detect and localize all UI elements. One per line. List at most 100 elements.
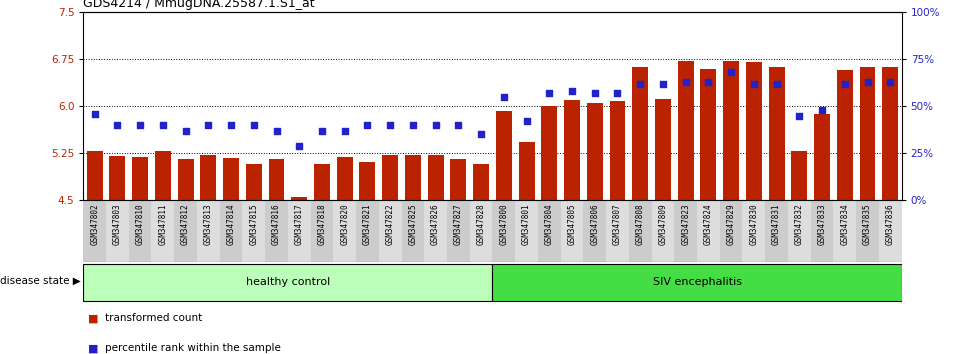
Bar bbox=[792, 151, 808, 200]
Text: percentile rank within the sample: percentile rank within the sample bbox=[105, 343, 280, 353]
Bar bbox=[288, 200, 311, 262]
Bar bbox=[788, 200, 810, 262]
Bar bbox=[314, 164, 330, 200]
Bar bbox=[269, 159, 284, 200]
Bar bbox=[655, 99, 671, 200]
Text: GSM347833: GSM347833 bbox=[817, 203, 826, 245]
Bar bbox=[701, 69, 716, 200]
Bar bbox=[469, 200, 493, 262]
Bar bbox=[197, 200, 220, 262]
Bar bbox=[451, 159, 466, 200]
Bar bbox=[743, 200, 765, 262]
Bar bbox=[106, 200, 128, 262]
Bar bbox=[86, 151, 103, 200]
Bar bbox=[242, 200, 266, 262]
Point bbox=[405, 122, 420, 128]
Point bbox=[87, 111, 103, 116]
Bar bbox=[515, 200, 538, 262]
Text: GSM347820: GSM347820 bbox=[340, 203, 349, 245]
Point bbox=[201, 122, 217, 128]
Bar bbox=[768, 67, 785, 200]
Point bbox=[632, 81, 648, 86]
Point bbox=[678, 79, 694, 85]
Text: GSM347800: GSM347800 bbox=[500, 203, 509, 245]
Text: GSM347821: GSM347821 bbox=[363, 203, 372, 245]
Bar bbox=[128, 200, 152, 262]
Bar bbox=[424, 200, 447, 262]
Text: GSM347822: GSM347822 bbox=[386, 203, 395, 245]
Point bbox=[701, 79, 716, 85]
Point bbox=[655, 81, 670, 86]
Bar bbox=[311, 200, 333, 262]
Bar bbox=[814, 114, 830, 200]
Point bbox=[315, 128, 330, 133]
Text: GSM347830: GSM347830 bbox=[750, 203, 759, 245]
Bar bbox=[837, 70, 853, 200]
Bar bbox=[379, 200, 402, 262]
Text: GSM347813: GSM347813 bbox=[204, 203, 213, 245]
Bar bbox=[492, 200, 515, 262]
Text: GSM347810: GSM347810 bbox=[135, 203, 145, 245]
Point bbox=[814, 107, 830, 113]
Bar bbox=[382, 155, 398, 200]
Bar bbox=[496, 111, 512, 200]
Point bbox=[564, 88, 580, 94]
Point bbox=[428, 122, 444, 128]
Text: GSM347831: GSM347831 bbox=[772, 203, 781, 245]
Bar bbox=[674, 200, 697, 262]
Text: GSM347835: GSM347835 bbox=[863, 203, 872, 245]
Bar bbox=[587, 103, 603, 200]
Bar bbox=[564, 100, 580, 200]
Bar bbox=[356, 200, 379, 262]
Point bbox=[382, 122, 398, 128]
Point bbox=[610, 90, 625, 96]
Text: SIV encephalitis: SIV encephalitis bbox=[653, 277, 742, 287]
Point bbox=[837, 81, 853, 86]
Bar bbox=[333, 200, 356, 262]
Bar bbox=[833, 200, 857, 262]
Point bbox=[451, 122, 466, 128]
Text: GSM347802: GSM347802 bbox=[90, 203, 99, 245]
Bar bbox=[810, 200, 833, 262]
Point bbox=[269, 128, 284, 133]
Point bbox=[882, 79, 898, 85]
Point bbox=[496, 94, 512, 99]
Text: GSM347805: GSM347805 bbox=[567, 203, 576, 245]
Text: GSM347832: GSM347832 bbox=[795, 203, 804, 245]
Point bbox=[746, 81, 761, 86]
Text: GSM347817: GSM347817 bbox=[295, 203, 304, 245]
Point bbox=[110, 122, 125, 128]
Text: GSM347814: GSM347814 bbox=[226, 203, 235, 245]
Bar bbox=[427, 155, 444, 200]
Text: GSM347828: GSM347828 bbox=[476, 203, 485, 245]
Text: GSM347807: GSM347807 bbox=[612, 203, 622, 245]
Bar bbox=[83, 200, 106, 262]
Bar bbox=[177, 159, 193, 200]
Bar bbox=[652, 200, 674, 262]
Text: GSM347803: GSM347803 bbox=[113, 203, 122, 245]
Point bbox=[246, 122, 262, 128]
Bar bbox=[541, 106, 558, 200]
Point bbox=[792, 113, 808, 118]
Bar bbox=[83, 264, 492, 301]
Bar bbox=[879, 200, 902, 262]
Text: GSM347816: GSM347816 bbox=[272, 203, 281, 245]
Bar bbox=[492, 264, 902, 301]
Bar bbox=[561, 200, 583, 262]
Point bbox=[155, 122, 171, 128]
Text: GSM347811: GSM347811 bbox=[159, 203, 168, 245]
Text: GSM347834: GSM347834 bbox=[840, 203, 850, 245]
Text: GSM347812: GSM347812 bbox=[181, 203, 190, 245]
Bar bbox=[447, 200, 469, 262]
Text: healthy control: healthy control bbox=[246, 277, 330, 287]
Bar bbox=[223, 158, 239, 200]
Bar bbox=[155, 151, 171, 200]
Point bbox=[587, 90, 603, 96]
Text: GSM347827: GSM347827 bbox=[454, 203, 463, 245]
Bar bbox=[765, 200, 788, 262]
Bar bbox=[360, 162, 375, 200]
Point bbox=[859, 79, 875, 85]
Text: GSM347823: GSM347823 bbox=[681, 203, 690, 245]
Bar bbox=[337, 158, 353, 200]
Bar bbox=[583, 200, 606, 262]
